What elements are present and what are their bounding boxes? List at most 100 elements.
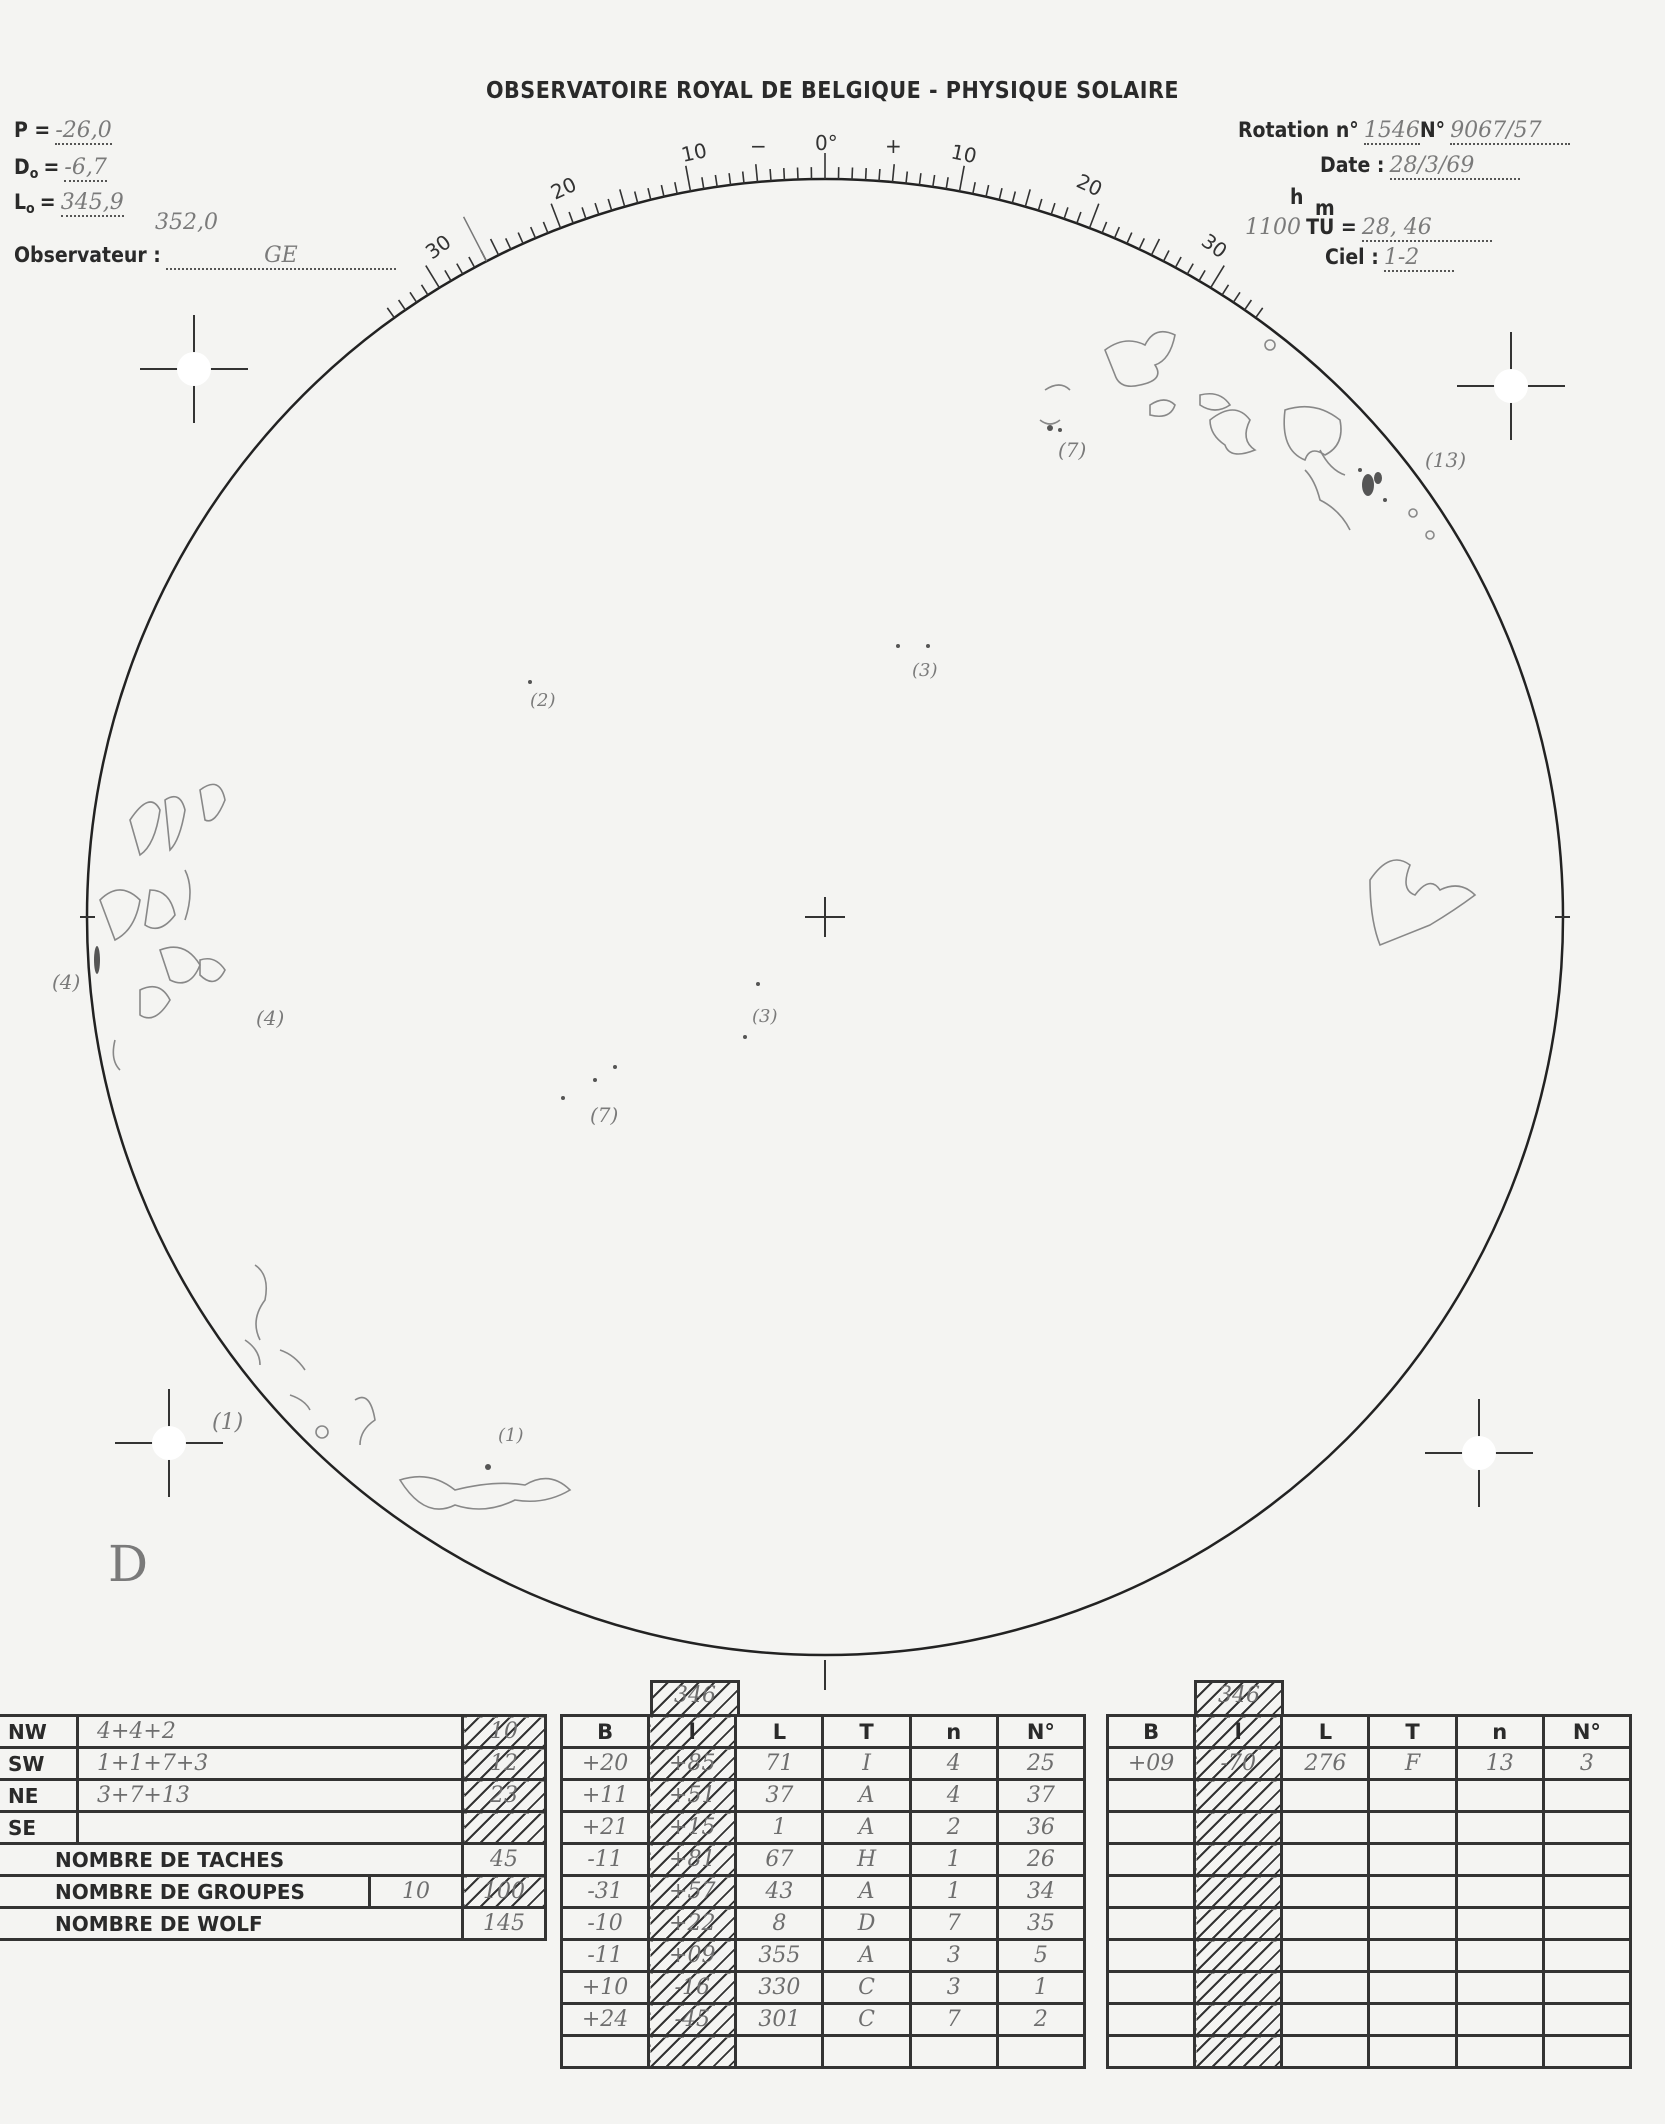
column-header: N°: [995, 1714, 1087, 1749]
table-cell: [1541, 1938, 1633, 1973]
rotation-label: Rotation n°: [1238, 118, 1359, 142]
scale-tick: [468, 256, 476, 268]
table-cell: [1280, 1778, 1371, 1813]
table-cell: [1280, 2034, 1371, 2069]
p-value: -26,0: [55, 118, 112, 145]
p-label: P =: [14, 118, 51, 142]
table-cell: 1: [908, 1874, 999, 1909]
table-cell: [1541, 1874, 1633, 1909]
tu-label: TU =: [1306, 215, 1357, 239]
group-count-note: 10: [368, 1874, 464, 1909]
table-cell: +15: [647, 1810, 738, 1845]
scale-tick: [425, 265, 441, 289]
table-cell: +11: [559, 1778, 651, 1813]
scale-tick: [660, 184, 665, 197]
observer-field: Observateur : GE: [14, 243, 396, 270]
table-cell: 7: [908, 2002, 999, 2037]
table-cell: 7: [908, 1906, 999, 1941]
facula-e-3: [112, 957, 226, 1071]
minute-label: m: [1315, 196, 1335, 220]
scale-label-right-30: 30: [1197, 229, 1232, 263]
scale-tick: [796, 167, 799, 180]
sunspot-group-3b: [756, 982, 760, 986]
spot-count-row: NOMBRE DE TACHES 45: [0, 1842, 547, 1877]
disk-center-crosshair: [805, 897, 845, 937]
sunspot-group-1: [485, 1464, 491, 1470]
table-row: [1105, 1810, 1633, 1845]
scale-tick: [409, 291, 418, 303]
scale-tick: [1150, 238, 1161, 256]
table-row: -10 +22 8 D 7 35: [559, 1906, 1087, 1941]
annotation-group-3: (3): [912, 660, 938, 681]
facula-e-2: [99, 869, 201, 984]
scale-tick: [420, 284, 429, 296]
table-cell: 276: [1280, 1746, 1371, 1781]
scale-tick: [998, 188, 1003, 200]
table-row: [1105, 2034, 1633, 2069]
l0-note: 352,0: [155, 210, 218, 235]
d0-label: D: [14, 155, 30, 179]
scale-tick: [1232, 291, 1241, 303]
scale-tick: [769, 168, 772, 182]
quadrant-label: NE: [0, 1778, 79, 1813]
table-cell: [1454, 1970, 1545, 2005]
table-cell: [1280, 1970, 1371, 2005]
scale-tick: [386, 307, 395, 319]
facula-ne-4: [1283, 405, 1342, 462]
table-cell: +09: [647, 1938, 738, 1973]
table-cell: [1193, 1874, 1284, 1909]
column-header: n: [908, 1714, 999, 1749]
table-cell: 35: [995, 1906, 1087, 1941]
table-cell: 2: [995, 2002, 1087, 2037]
column-header: B: [559, 1714, 651, 1749]
rotation-value: 1546: [1363, 118, 1420, 145]
table-cell: [734, 2034, 825, 2069]
quadrant-total: 23: [461, 1778, 547, 1813]
scale-tick: [685, 165, 692, 192]
table-cell: [821, 2034, 912, 2069]
scale-tick: [864, 168, 867, 181]
groups-table-1-l-top: 346: [650, 1680, 740, 1717]
table-cell: 1: [908, 1842, 999, 1877]
table-cell: [995, 2034, 1087, 2069]
table-cell: -10: [559, 1906, 651, 1941]
scale-tick: [1186, 263, 1194, 275]
number-label: N°: [1419, 118, 1446, 142]
table-row: [1105, 1842, 1633, 1877]
annotation-group-1: (1): [498, 1425, 524, 1446]
facula-e-1: [129, 783, 226, 857]
pore-sw: [315, 1425, 329, 1439]
sunspot-group-13: [1362, 474, 1374, 496]
table-cell: 1: [734, 1810, 825, 1845]
table-cell: 37: [734, 1778, 825, 1813]
table-cell: A: [821, 1810, 912, 1845]
table-cell: +51: [647, 1778, 738, 1813]
quadrant-row-sw: SW 1+1+7+3 12: [0, 1746, 547, 1781]
table-cell: [1541, 1842, 1633, 1877]
table-cell: [1367, 2002, 1458, 2037]
table-row: [1105, 2002, 1633, 2037]
table-cell: 3: [908, 1938, 999, 1973]
table-cell: [1367, 1810, 1458, 1845]
d0-sub: o: [29, 166, 39, 183]
scale-tick: [972, 182, 976, 195]
table-cell: [1280, 1906, 1371, 1941]
table-cell: +21: [559, 1810, 651, 1845]
l0-field: Lo = 345,9: [14, 190, 124, 217]
quadrant-label: NW: [0, 1714, 79, 1749]
scale-tick: [619, 189, 626, 207]
scale-label-left-10: 10: [679, 138, 709, 167]
table-row: +21 +15 1 A 2 36: [559, 1810, 1087, 1845]
rotation-field: Rotation n° 1546N° 9067/57: [1238, 118, 1571, 145]
quadrant-label: SW: [0, 1746, 79, 1781]
annotation-group-4-limb: (4): [52, 970, 81, 994]
wolf-number-label: NOMBRE DE WOLF: [0, 1906, 464, 1941]
table-cell: [908, 2034, 999, 2069]
table-cell: +20: [559, 1746, 651, 1781]
scale-tick: [397, 299, 407, 311]
scale-tick: [647, 188, 652, 200]
table-cell: [1193, 1810, 1284, 1845]
quadrant-total: 12: [461, 1746, 547, 1781]
sky-value: 1-2: [1383, 245, 1454, 272]
